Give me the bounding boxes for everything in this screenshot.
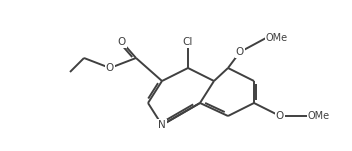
Text: N: N xyxy=(158,120,166,130)
Text: OMe: OMe xyxy=(308,111,330,121)
Text: O: O xyxy=(118,37,126,47)
Text: O: O xyxy=(276,111,284,121)
Text: OMe: OMe xyxy=(266,33,288,43)
Text: O: O xyxy=(106,63,114,73)
Text: Cl: Cl xyxy=(183,37,193,47)
Text: O: O xyxy=(236,47,244,57)
